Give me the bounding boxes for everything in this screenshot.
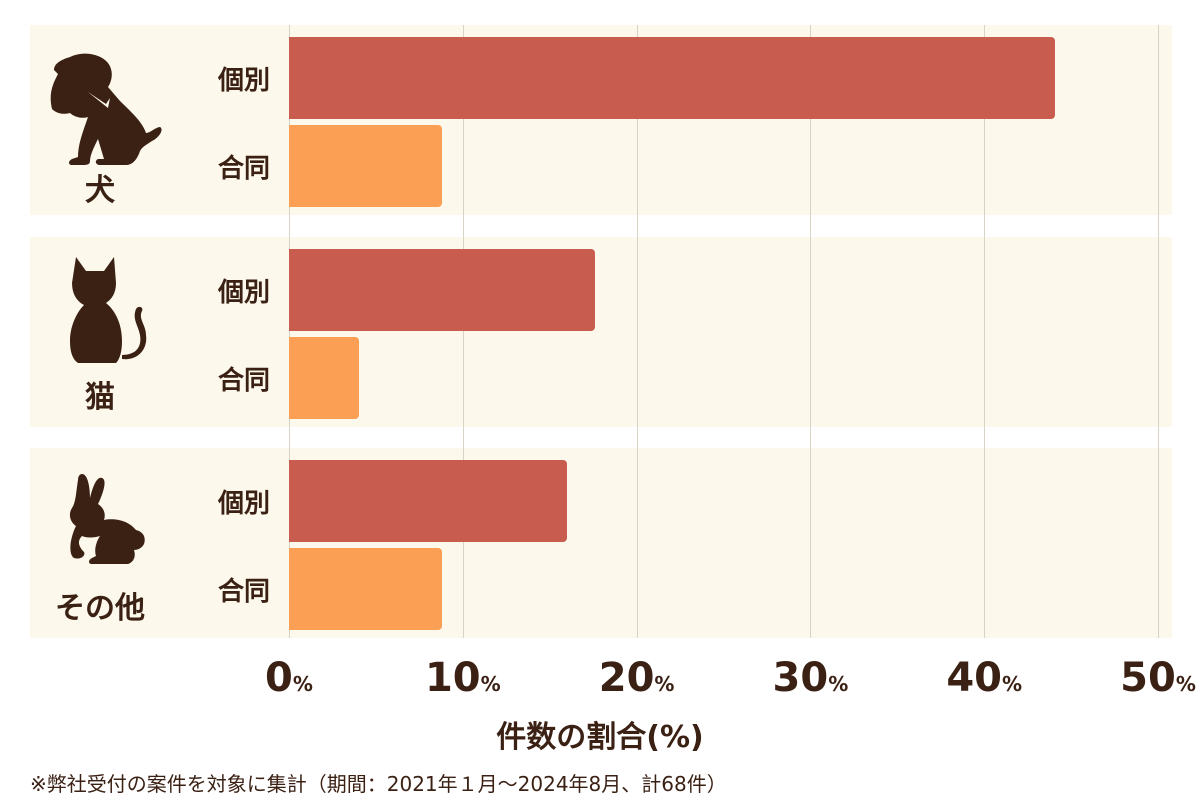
bar-category-label: 合同 (217, 577, 270, 607)
bar-individual (289, 248, 595, 331)
x-tick-label: 30% (772, 655, 849, 701)
dog-icon (50, 53, 162, 165)
bar-individual (289, 460, 568, 542)
gridline (636, 25, 638, 638)
cat-icon (70, 257, 147, 363)
gridline (984, 25, 986, 638)
x-tick-label: 10% (424, 655, 501, 701)
bar-category-label: 個別 (217, 489, 270, 519)
footnote: ※弊社受付の案件を対象に集計（期間：2021年１月～2024年8月、計68件） (30, 772, 727, 796)
bar-joint (289, 336, 359, 419)
gridline (810, 25, 812, 638)
x-tick-label: 20% (598, 655, 675, 701)
group-panel (30, 236, 1172, 427)
x-tick-label: 0% (265, 655, 313, 701)
group-label: 猫 (85, 379, 115, 415)
bar-joint (289, 125, 442, 207)
x-axis-label: 件数の割合(%) (496, 720, 704, 755)
gridline (462, 25, 464, 638)
gridline (289, 25, 290, 638)
x-tick-label: 40% (946, 655, 1023, 701)
group-panel (30, 448, 1172, 638)
bar-category-label: 個別 (217, 277, 270, 308)
gridline (1158, 25, 1159, 638)
x-tick-label: 50% (1120, 655, 1196, 701)
bar-individual (289, 37, 1056, 119)
group-label: その他 (55, 591, 145, 626)
bar-category-label: 合同 (217, 154, 270, 184)
bar-joint (289, 548, 442, 630)
bar-category-label: 個別 (217, 66, 270, 96)
group-label: 犬 (85, 173, 115, 208)
bar-category-label: 合同 (217, 365, 270, 396)
rabbit-icon (69, 474, 145, 564)
